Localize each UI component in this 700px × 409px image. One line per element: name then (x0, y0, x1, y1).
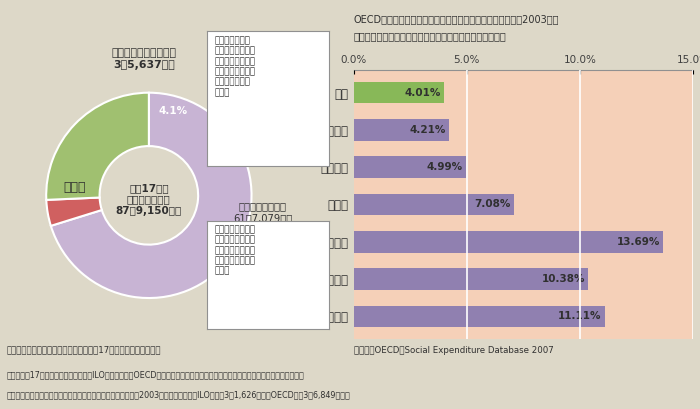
Bar (354, 82, 444, 103)
Text: （資料）OECD：Social Expenditure Database 2007: （資料）OECD：Social Expenditure Database 200… (354, 346, 553, 355)
Text: 【家族関係の給付の社会保障関連給付全体に対する割合】: 【家族関係の給付の社会保障関連給付全体に対する割合】 (354, 31, 506, 40)
Text: その他: その他 (64, 181, 86, 193)
Text: 平成17年度
社会保障給付費
87兆9,150億円: 平成17年度 社会保障給付費 87兆9,150億円 (116, 183, 182, 216)
Text: 4.01%: 4.01% (405, 88, 441, 98)
Text: 11.11%: 11.11% (558, 311, 601, 321)
Wedge shape (46, 198, 102, 226)
Text: 13.69%: 13.69% (617, 237, 660, 247)
Bar (354, 194, 514, 215)
Text: 4.21%: 4.21% (409, 125, 445, 135)
Bar (354, 231, 664, 253)
Wedge shape (46, 93, 149, 200)
Bar (354, 268, 589, 290)
Bar (354, 156, 466, 178)
Text: 児童手当等各種
手当、保育等児童
福祉サービス、育
児休業給付、出産
関係給付に係る
給付費: 児童手当等各種 手当、保育等児童 福祉サービス、育 児休業給付、出産 関係給付に… (215, 36, 256, 97)
Bar (354, 119, 449, 141)
Bar (354, 306, 605, 327)
Text: 高齢者関係給付費
61兆7,079億円
70.2%: 高齢者関係給付費 61兆7,079億円 70.2% (233, 201, 293, 234)
Text: 注：「平成17年度社会保障給付費」はILO基準であり、OECD基準の社会支出と比べ、施設整備費などの直接個人に移転されない費: 注：「平成17年度社会保障給付費」はILO基準であり、OECD基準の社会支出と比… (7, 370, 304, 379)
Text: OECD基準による社会支出のうち、家族分野への支出割合（2003年）: OECD基準による社会支出のうち、家族分野への支出割合（2003年） (354, 14, 559, 24)
Text: 資料：社会保障・人口問題研究所「平成17年度社会保障給付費」: 資料：社会保障・人口問題研究所「平成17年度社会保障給付費」 (7, 346, 162, 355)
Text: 児童・家族関係給付費
3兆5,637億円: 児童・家族関係給付費 3兆5,637億円 (111, 49, 176, 70)
Text: 用は計上されていないなどの違いがある（例えば、日本の2003年を比較すると、ILO基準は3兆1,626億円、OECD基準3兆6,849億円）: 用は計上されていないなどの違いがある（例えば、日本の2003年を比較すると、IL… (7, 391, 351, 400)
Text: 7.08%: 7.08% (474, 200, 510, 209)
Text: 4.99%: 4.99% (427, 162, 463, 172)
Wedge shape (51, 93, 251, 298)
Text: 10.38%: 10.38% (542, 274, 585, 284)
Text: 年金、老人医療、
介護、老人福祉サ
ービス、高齢者雇
用継続給付に係る
給付費: 年金、老人医療、 介護、老人福祉サ ービス、高齢者雇 用継続給付に係る 給付費 (215, 225, 256, 276)
Text: 4.1%: 4.1% (159, 106, 188, 116)
